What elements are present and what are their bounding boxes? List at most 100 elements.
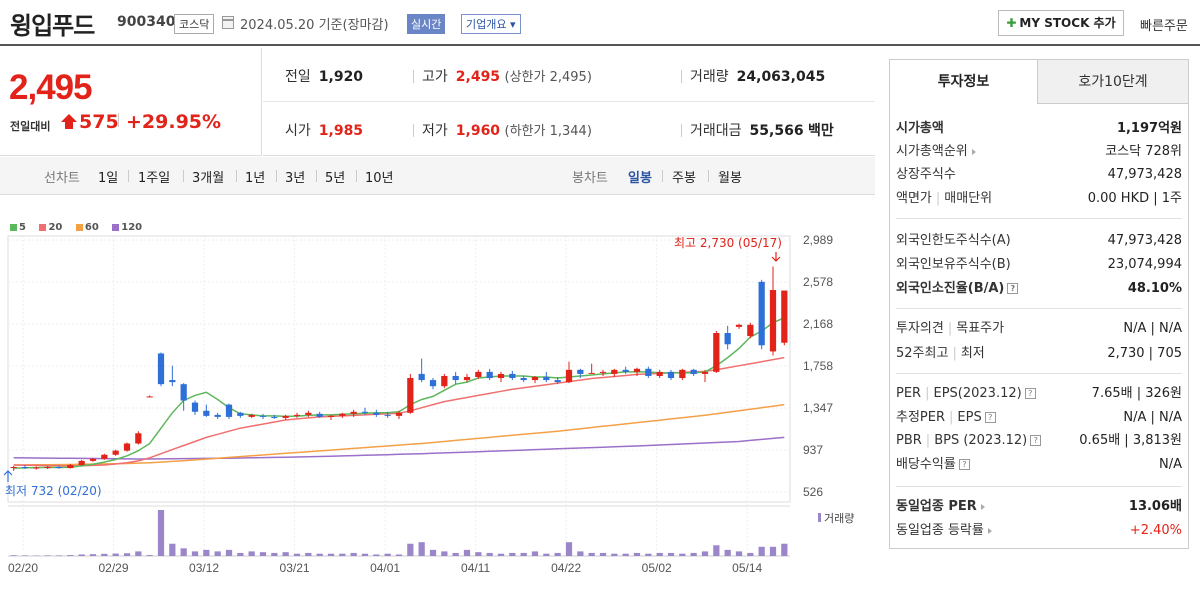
help-icon[interactable]: ? [1030,435,1042,446]
volume-bar [123,553,131,556]
tab-order-book[interactable]: 호가10단계 [1038,60,1188,104]
candle-body [395,412,403,416]
up-arrow-icon [61,114,77,129]
candle-body [724,333,731,345]
period-1w[interactable]: 1주일 [138,171,171,186]
help-icon[interactable]: ? [1024,388,1036,399]
company-overview-button[interactable]: 기업개요 ▾ [461,14,521,34]
volume-bar [225,549,233,556]
volume-bar [701,551,709,556]
volume-bar [713,545,720,556]
x-tick-label: 05/14 [732,561,762,575]
volume-bar [203,549,210,556]
divider [276,170,277,182]
candle-body [21,467,29,469]
volume-legend-label: 거래량 [824,512,854,525]
divider [236,170,237,182]
line-chart-label: 선차트 [44,171,80,186]
candle-body [531,376,539,381]
candle-body [429,380,437,387]
tab-investment-info[interactable]: 투자정보 [890,60,1038,104]
candle-body [271,416,278,418]
candle-body [588,372,595,374]
candle-body [327,415,335,417]
candle-body [452,375,459,381]
mystock-add-button[interactable]: ✚ MY STOCK 추가 [998,10,1124,36]
info-sector-per[interactable]: 동일업종 PER 13.06배 [896,499,1182,514]
legend-item-ma20: 20 [39,222,62,233]
divider [896,486,1182,487]
volume-bar [67,555,74,556]
candle-body [225,404,233,417]
realtime-button[interactable]: 실시간 [407,14,446,34]
plus-icon: ✚ [1006,16,1017,30]
candle-body [713,333,720,372]
candle-body [89,458,97,461]
candle-body [463,376,471,381]
divider [681,70,682,83]
candle-body [611,369,618,374]
info-est-per: 추정PER | EPS? N/A | N/A [896,410,1182,425]
volume-bar [146,555,153,556]
stat-open: 시가 1,985 [285,123,364,139]
candle-body [543,376,550,381]
stat-amount: 거래대금 55,566 백만 [690,123,834,139]
price-chart-area: 5 20 60 120 2,989 2,578 2,168 1,758 1,347 937… [0,196,875,594]
calendar-icon [222,16,234,29]
candle-body [67,464,74,469]
help-icon[interactable]: ? [1007,283,1019,294]
volume-bar [429,549,437,556]
candle-body [203,410,210,416]
stat-high: 고가 2,495 (상한가 2,495) [422,69,592,85]
info-sector-rate[interactable]: 동일업종 등락률 +2.40% [896,523,1182,538]
x-tick-label: 02/29 [99,561,129,575]
candle-monthly[interactable]: 월봉 [718,171,742,186]
volume-bar [282,552,289,556]
stock-name: 윙입푸드 [10,12,95,40]
candlestick-chart[interactable]: 2,989 2,578 2,168 1,758 1,347 937 526 02/20 02/2… [0,196,875,594]
volume-bar [21,555,29,556]
divider [681,124,682,137]
candle-daily[interactable]: 일봉 [628,171,652,186]
info-foreign-hold: 외국인보유주식수(B) 23,074,994 [896,257,1182,272]
volume-bar [554,552,561,556]
info-par-value: 액면가 | 매매단위 0.00 HKD | 1주 [896,191,1182,206]
volume-bar [656,552,663,556]
volume-bar [724,549,731,556]
x-tick-label: 04/22 [551,561,581,575]
price-summary: 2,495 전일대비 575 +29.95% [0,48,262,156]
divider [128,170,129,182]
candle-body [633,368,641,372]
y-tick-label: 526 [803,485,823,499]
volume-bar [169,543,176,556]
period-1y[interactable]: 1년 [245,171,266,186]
period-3y[interactable]: 3년 [285,171,306,186]
info-per-eps: PER | EPS(2023.12)? 7.65배 | 326원 [896,386,1182,401]
period-5y[interactable]: 5년 [325,171,346,186]
volume-bar [520,552,527,556]
info-opinion: 투자의견 | 목표주가 N/A | N/A [896,321,1182,336]
candle-weekly[interactable]: 주봉 [672,171,696,186]
candle-body [679,369,686,379]
plot-frame [7,235,791,503]
help-icon[interactable]: ? [984,412,996,423]
period-10y[interactable]: 10년 [365,171,394,186]
candle-body [690,369,697,374]
ma60-line [13,403,785,466]
period-1d[interactable]: 1일 [98,171,119,186]
period-3m[interactable]: 3개월 [192,171,225,186]
x-tick-label: 02/20 [8,561,38,575]
volume-bar [463,549,471,556]
volume-bar [690,552,697,556]
volume-bar [407,543,414,556]
stat-prev-close: 전일 1,920 [285,69,364,85]
info-cap-rank[interactable]: 시가총액순위 코스닥 728위 [896,144,1182,159]
volume-bar [452,552,459,556]
help-icon[interactable]: ? [958,459,970,470]
volume-bar [599,552,607,556]
market-badge: 코스닥 [174,14,215,34]
volume-bar [350,552,357,556]
divider [413,70,414,83]
quick-order-link[interactable]: 빠른주문 [1140,19,1188,34]
candle-body [339,413,346,416]
